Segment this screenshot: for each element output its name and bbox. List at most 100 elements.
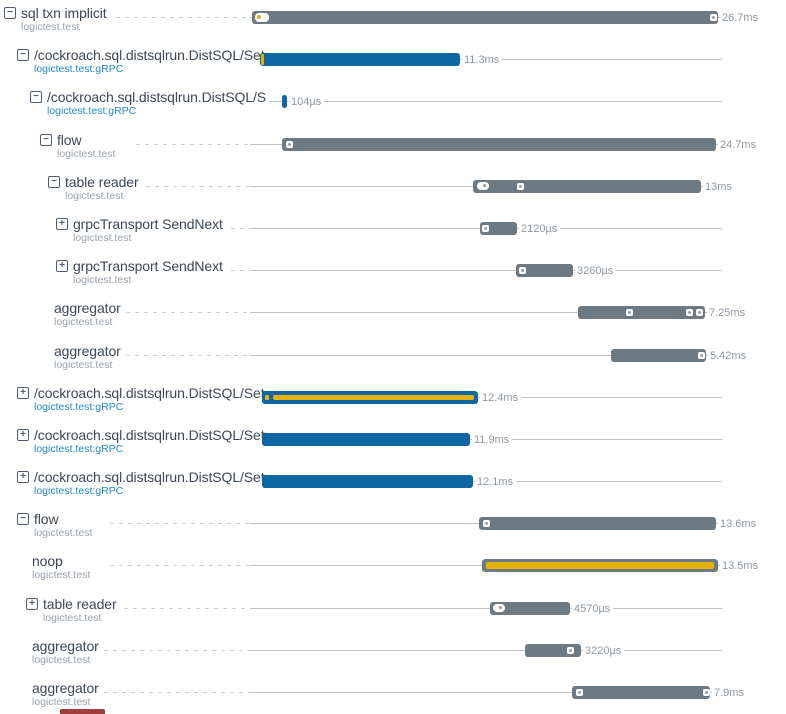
span-bar[interactable] <box>578 306 705 319</box>
duration-label: 7.25ms <box>707 307 749 319</box>
span-title: /cockroach.sql.distsqlrun.DistSQL/Set <box>34 469 265 485</box>
timeline-line <box>250 312 722 313</box>
span-bar[interactable] <box>262 433 470 446</box>
span-subtitle: logictest.test <box>57 148 116 160</box>
span-bar[interactable] <box>479 517 716 530</box>
span-row[interactable]: + grpcTransport SendNext logictest.test 212… <box>0 216 786 252</box>
span-title: sql txn implicit <box>21 5 107 21</box>
event-marker-pill-yellow <box>255 13 269 22</box>
span-row[interactable]: −/cockroach.sql.distsqlrun.DistSQL/S logi… <box>0 89 786 125</box>
span-row[interactable]: − sql txn implicit logictest.test 26.7ms <box>0 5 786 41</box>
event-marker-dot <box>696 309 703 316</box>
span-subtitle: logictest.test:gRPC <box>47 105 137 117</box>
span-row[interactable]: − flow logictest.test 24.7ms <box>0 132 786 168</box>
timeline-line <box>250 101 722 102</box>
span-bar[interactable] <box>516 264 573 277</box>
event-marker-dot <box>698 352 705 359</box>
span-subtitle: logictest.test <box>54 359 113 371</box>
span-label: − flow logictest.test <box>17 511 96 539</box>
duration-label: 2120µs <box>519 223 561 235</box>
span-subtitle: logictest.test:gRPC <box>34 443 124 455</box>
leader-dashes <box>104 692 250 694</box>
span-title: aggregator <box>54 343 121 359</box>
partial-red-bar <box>60 709 105 714</box>
leader-dashes <box>126 355 250 357</box>
span-row[interactable]: − flow logictest.test 13.6ms <box>0 511 786 547</box>
span-subtitle: logictest.test <box>34 527 93 539</box>
expand-icon[interactable]: + <box>17 471 29 483</box>
expand-icon[interactable]: + <box>17 429 29 441</box>
span-bar[interactable] <box>572 686 710 699</box>
span-bar[interactable] <box>282 138 716 151</box>
span-bar[interactable] <box>262 391 478 404</box>
highlight-stripe <box>486 562 714 569</box>
duration-label: 7.9ms <box>712 687 747 699</box>
span-bar[interactable] <box>252 11 718 24</box>
leader-dashes <box>222 270 250 272</box>
span-row[interactable]: + /cockroach.sql.distsqlrun.DistSQL/Set lo… <box>0 385 786 421</box>
span-row[interactable]: − table reader logictest.test 13ms <box>0 174 786 210</box>
span-row[interactable]: aggregator logictest.test 7.9ms <box>0 680 786 714</box>
span-bar[interactable] <box>260 53 460 66</box>
span-subtitle: logictest.test:gRPC <box>34 401 124 413</box>
span-row[interactable]: −/cockroach.sql.distsqlrun.DistSQL/Set lo… <box>0 47 786 83</box>
span-bar[interactable] <box>490 602 570 615</box>
span-bar[interactable] <box>482 559 718 572</box>
span-subtitle: logictest.test <box>73 274 132 286</box>
duration-label: 4570µs <box>572 603 614 615</box>
collapse-icon[interactable]: − <box>48 176 60 188</box>
span-label: aggregator logictest.test <box>54 300 124 328</box>
collapse-icon[interactable]: − <box>4 7 16 19</box>
span-row[interactable]: aggregator logictest.test 7.25ms <box>0 300 786 336</box>
span-title: aggregator <box>32 680 99 696</box>
span-title: flow <box>57 132 82 148</box>
span-label: −/cockroach.sql.distsqlrun.DistSQL/Set lo… <box>17 47 268 75</box>
expand-icon[interactable]: + <box>56 218 68 230</box>
span-title: table reader <box>65 174 139 190</box>
span-title: /cockroach.sql.distsqlrun.DistSQL/Set <box>34 427 265 443</box>
span-subtitle: logictest.test <box>54 316 113 328</box>
span-title: grpcTransport SendNext <box>73 216 223 232</box>
span-row[interactable]: + /cockroach.sql.distsqlrun.DistSQL/Set lo… <box>0 469 786 505</box>
span-bar[interactable] <box>282 95 287 108</box>
span-subtitle: logictest.test <box>32 696 91 708</box>
span-label: + /cockroach.sql.distsqlrun.DistSQL/Set lo… <box>17 427 268 455</box>
span-row[interactable]: + grpcTransport SendNext logictest.test 326… <box>0 258 786 294</box>
span-title: /cockroach.sql.distsqlrun.DistSQL/Set <box>34 47 265 63</box>
span-bar[interactable] <box>473 180 701 193</box>
span-subtitle: logictest.test <box>32 654 91 666</box>
timeline-line <box>250 650 722 651</box>
span-subtitle: logictest.test <box>21 21 80 33</box>
duration-label: 24.7ms <box>718 139 760 151</box>
event-marker-dot <box>576 689 583 696</box>
span-label: + grpcTransport SendNext logictest.test <box>56 258 226 286</box>
span-title: noop <box>32 553 63 569</box>
span-label: noop logictest.test <box>32 553 94 581</box>
timeline-line <box>250 608 722 609</box>
span-bar[interactable] <box>611 349 706 362</box>
span-row[interactable]: aggregator logictest.test 5.42ms <box>0 343 786 379</box>
expand-icon[interactable]: + <box>17 387 29 399</box>
span-row[interactable]: aggregator logictest.test 3220µs <box>0 638 786 674</box>
span-row[interactable]: + /cockroach.sql.distsqlrun.DistSQL/Set lo… <box>0 427 786 463</box>
span-subtitle: logictest.test <box>65 190 124 202</box>
span-bar[interactable] <box>480 222 517 235</box>
event-marker-dot <box>519 267 526 274</box>
duration-label: 11.9ms <box>472 434 513 446</box>
duration-label: 12.4ms <box>480 392 522 404</box>
span-label: + /cockroach.sql.distsqlrun.DistSQL/Set lo… <box>17 385 268 413</box>
expand-icon[interactable]: + <box>26 598 38 610</box>
collapse-icon[interactable]: − <box>40 134 52 146</box>
collapse-icon[interactable]: − <box>30 91 42 103</box>
expand-icon[interactable]: + <box>56 260 68 272</box>
event-marker-yellow-dash <box>265 395 269 400</box>
event-marker-dot <box>626 309 633 316</box>
span-subtitle: logictest.test:gRPC <box>34 63 124 75</box>
span-bar[interactable] <box>262 475 473 488</box>
span-row[interactable]: + table reader logictest.test 4570µs <box>0 596 786 632</box>
event-marker-dot <box>483 520 490 527</box>
span-row[interactable]: noop logictest.test 13.5ms <box>0 553 786 589</box>
collapse-icon[interactable]: − <box>17 513 29 525</box>
span-label: − flow logictest.test <box>40 132 119 160</box>
collapse-icon[interactable]: − <box>17 49 29 61</box>
